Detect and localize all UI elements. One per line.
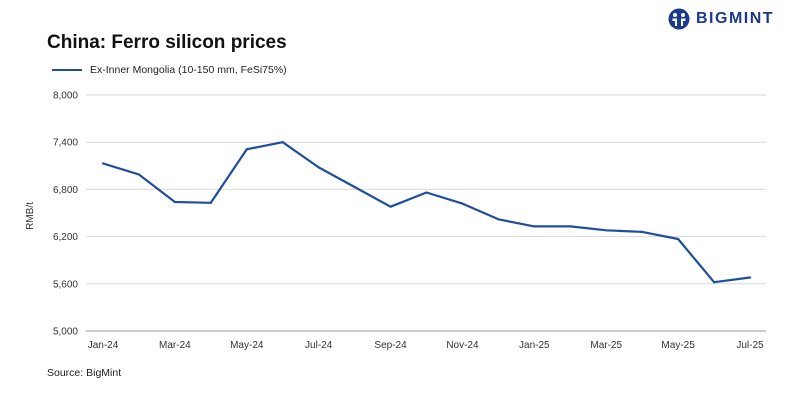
x-tick-label: May-24: [230, 340, 264, 351]
data-point: [353, 185, 356, 189]
data-point: [137, 173, 141, 176]
brand-name: BIGMINT: [696, 10, 775, 27]
y-tick-label: 8,000: [53, 91, 78, 102]
data-point: [605, 229, 608, 232]
data-point: [389, 205, 392, 208]
data-point: [245, 148, 248, 151]
legend-label: Ex-Inner Mongolia (10-150 mm, FeSi75%): [90, 64, 287, 76]
y-tick-label: 6,800: [53, 185, 78, 196]
data-point: [748, 276, 752, 279]
x-axis-ticks: Jan-24 Mar-24 May-24 Jul-24 Sep-24 Nov-24 Jan-…: [88, 340, 764, 351]
legend-swatch: [52, 68, 82, 72]
y-axis-ticks: 5,000 5,600 6,200 6,800 7,400 8,000: [53, 91, 78, 338]
data-point: [317, 166, 320, 169]
y-tick-label: 7,400: [53, 138, 78, 149]
series-line: [102, 141, 751, 284]
y-tick-label: 5,600: [53, 279, 78, 290]
data-point: [209, 201, 212, 204]
x-tick-label: Nov-24: [446, 340, 479, 351]
x-tick-label: Jan-25: [519, 340, 550, 351]
bigmint-logo-icon: [668, 8, 690, 30]
y-tick-label: 6,200: [53, 232, 78, 243]
data-point: [677, 237, 680, 241]
data-point: [712, 281, 716, 284]
x-tick-label: Jul-24: [305, 340, 333, 351]
x-tick-label: Mar-24: [159, 340, 191, 351]
data-point: [569, 225, 572, 228]
data-point: [425, 191, 428, 194]
x-tick-label: Jan-24: [88, 340, 119, 351]
chart-title: China: Ferro silicon prices: [47, 32, 287, 53]
x-tick-label: May-25: [661, 340, 695, 351]
source-note: Source: BigMint: [47, 367, 122, 379]
chart-legend: Ex-Inner Mongolia (10-150 mm, FeSi75%): [52, 64, 287, 76]
x-tick-label: Mar-25: [590, 340, 622, 351]
y-tick-label: 5,000: [53, 327, 78, 338]
data-point: [533, 225, 536, 228]
y-axis-label: RMB/t: [25, 202, 36, 230]
data-point: [101, 162, 105, 165]
grid-lines: [86, 94, 766, 332]
x-tick-label: Sep-24: [374, 340, 407, 351]
data-point: [461, 202, 464, 205]
x-tick-label: Jul-25: [736, 340, 764, 351]
data-point: [173, 200, 176, 204]
brand-logo: BIGMINT: [668, 8, 774, 30]
data-point: [641, 230, 644, 233]
data-point: [281, 141, 284, 144]
data-point: [497, 218, 500, 221]
data-points: [101, 141, 752, 284]
